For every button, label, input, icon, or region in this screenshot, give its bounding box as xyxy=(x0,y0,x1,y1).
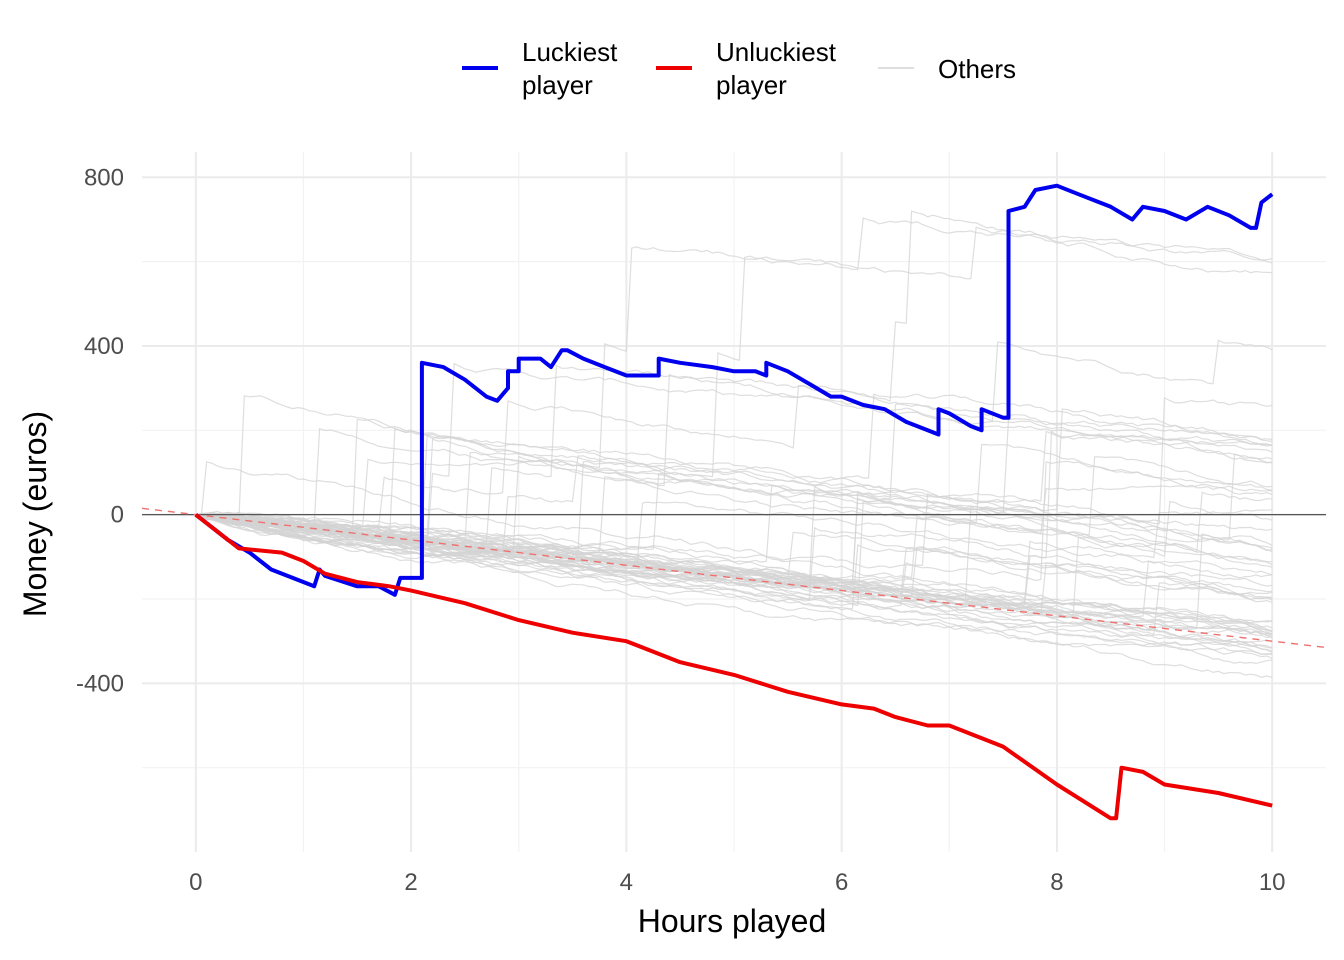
x-tick-label: 6 xyxy=(835,869,848,896)
others-series-group xyxy=(195,210,1273,678)
legend-label-luckiest: Luckiest xyxy=(522,37,618,67)
expected-value-line xyxy=(141,507,1327,649)
others-series-line xyxy=(195,514,1273,596)
legend-label-unluckiest: Unluckiest xyxy=(716,37,837,67)
x-tick-label: 4 xyxy=(620,869,633,896)
others-series-line xyxy=(195,396,1273,569)
others-series-line xyxy=(195,514,1273,632)
x-axis-title: Hours played xyxy=(638,903,827,939)
minor-grid xyxy=(142,152,1326,852)
y-tick-label: 400 xyxy=(84,333,124,360)
y-axis-title: Money (euros) xyxy=(17,411,53,617)
y-axis-ticks: -400 0 400 800 xyxy=(76,164,124,697)
others-series-line xyxy=(195,509,1273,602)
others-series-line xyxy=(195,513,1273,649)
others-series-line xyxy=(195,427,1273,558)
y-tick-label: 0 xyxy=(111,502,124,529)
y-tick-label: 800 xyxy=(84,164,124,191)
legend-item-others: Others xyxy=(878,54,1016,84)
legend-label-unluckiest: player xyxy=(716,70,787,100)
x-tick-label: 10 xyxy=(1259,869,1286,896)
others-series-line xyxy=(195,418,1273,553)
others-series-line xyxy=(195,226,1273,554)
others-series-line xyxy=(195,418,1273,602)
x-tick-label: 2 xyxy=(404,869,417,896)
legend-label-others: Others xyxy=(938,54,1016,84)
others-series-line xyxy=(195,514,1273,678)
y-tick-label: -400 xyxy=(76,670,124,697)
x-tick-label: 8 xyxy=(1050,869,1063,896)
series-unluckiest-line xyxy=(194,513,1273,821)
x-tick-label: 0 xyxy=(189,869,202,896)
others-series-line xyxy=(195,455,1273,568)
others-series-line xyxy=(195,512,1273,653)
series-luckiest-line xyxy=(194,183,1274,597)
legend-label-luckiest: player xyxy=(522,70,593,100)
others-series-line xyxy=(195,373,1273,556)
x-axis-ticks: 0 2 4 6 8 10 xyxy=(189,869,1285,896)
